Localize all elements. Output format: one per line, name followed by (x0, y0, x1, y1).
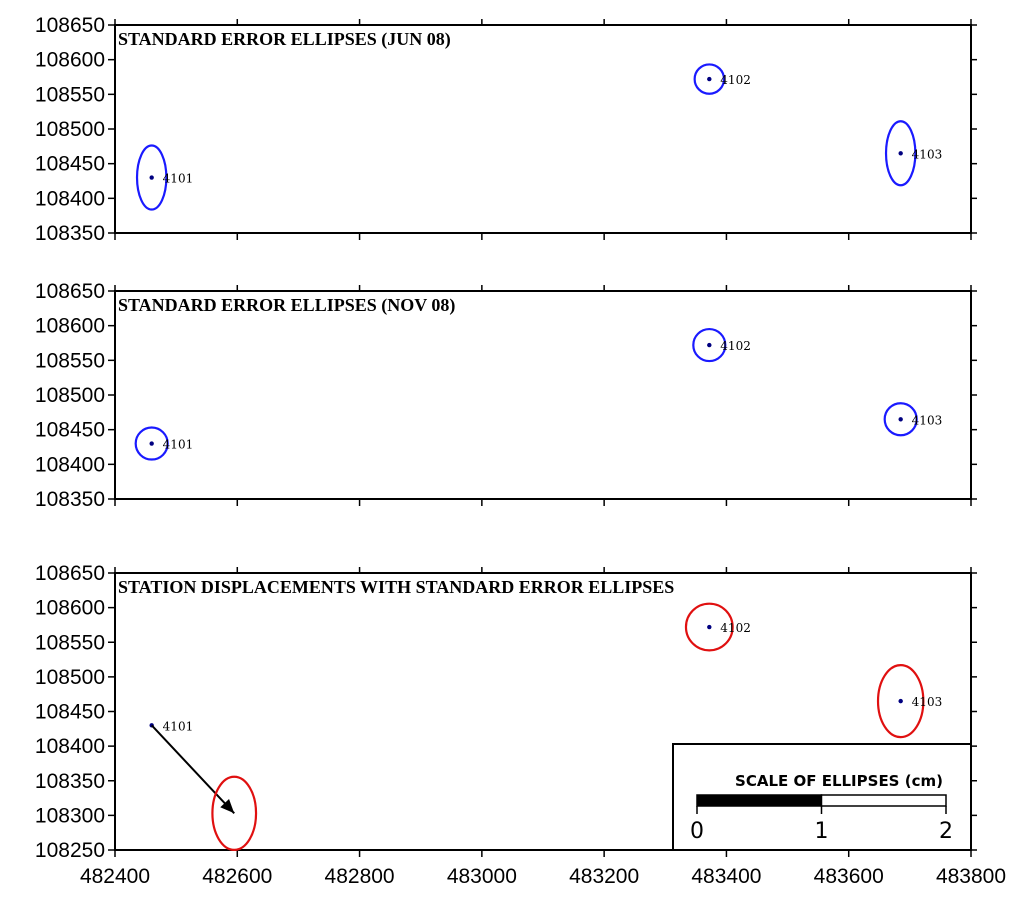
station-point (149, 441, 154, 446)
station-label: 4101 (163, 172, 194, 186)
x-tick-label: 482400 (80, 865, 150, 888)
y-tick-label: 108600 (35, 315, 105, 338)
panel-1: 108650 108600 108550 108500 108450 108400 1083… (35, 14, 977, 245)
scale-tick-label: 2 (939, 819, 953, 844)
error-ellipse (211, 775, 258, 851)
y-tick-label: 108650 (35, 14, 105, 37)
x-tick-label: 483600 (814, 865, 884, 888)
station-label: 4101 (163, 719, 194, 733)
x-tick-label: 482600 (202, 865, 272, 888)
station-point (707, 624, 712, 630)
error-ellipse (135, 144, 168, 211)
y-tick-label: 108250 (35, 839, 105, 862)
x-tick-label: 483000 (447, 865, 517, 888)
y-tick-label: 108400 (35, 453, 105, 476)
scale-tick-label: 0 (690, 819, 704, 844)
displacement-arrow (150, 724, 235, 814)
y-tick-label: 108350 (35, 488, 105, 511)
y-tick-label: 108350 (35, 770, 105, 793)
y-tick-label: 108400 (35, 735, 105, 758)
scale-title: SCALE OF ELLIPSES (cm) (735, 772, 943, 790)
station-point (898, 417, 903, 422)
y-tick-label: 108450 (35, 153, 105, 176)
station-label: 4103 (912, 695, 943, 709)
station-label: 4103 (912, 413, 943, 427)
station-point (898, 151, 903, 156)
station-point (707, 76, 712, 82)
y-tick-label: 108500 (35, 666, 105, 689)
scale-tick-label: 1 (815, 819, 829, 844)
y-tick-label: 108550 (35, 631, 105, 654)
plot-frame (114, 24, 972, 234)
station-label: 4102 (720, 621, 751, 635)
y-tick-label: 108600 (35, 597, 105, 620)
y-tick-label: 108550 (35, 83, 105, 106)
y-tick-label: 108450 (35, 419, 105, 442)
panel-title: STANDARD ERROR ELLIPSES (JUN 08) (118, 29, 451, 50)
station-label: 4101 (163, 438, 194, 452)
station-label: 4102 (720, 73, 751, 87)
scale-bar-empty (820, 794, 947, 807)
scale-legend: SCALE OF ELLIPSES (cm) 0 1 2 (672, 743, 972, 851)
y-tick-label: 108500 (35, 118, 105, 141)
x-tick-label: 482800 (325, 865, 395, 888)
y-tick-label: 108400 (35, 187, 105, 210)
station-label: 4103 (912, 147, 943, 161)
station-point (898, 698, 903, 704)
y-tick-label: 108350 (35, 222, 105, 245)
panel-title: STANDARD ERROR ELLIPSES (NOV 08) (118, 295, 455, 316)
error-ellipse (876, 664, 925, 739)
y-tick-label: 108300 (35, 804, 105, 827)
station-point (149, 175, 154, 180)
y-tick-label: 108650 (35, 562, 105, 585)
displacement-arrowhead (220, 798, 235, 814)
y-tick-label: 108600 (35, 49, 105, 72)
station-point (707, 342, 712, 348)
error-ellipse (692, 327, 727, 363)
scale-bar-filled (696, 794, 823, 807)
error-ellipse (684, 602, 734, 652)
x-tick-label: 483400 (691, 865, 761, 888)
error-ellipse (134, 426, 169, 461)
y-tick-label: 108500 (35, 384, 105, 407)
error-ellipse (883, 402, 918, 437)
x-tick-label: 483800 (936, 865, 1006, 888)
y-tick-label: 108650 (35, 280, 105, 303)
station-label: 4102 (720, 339, 751, 353)
panel-3: 108650 108600 108550 108500 108450 108400 1083… (35, 562, 1006, 888)
panel-2: 108650 108600 108550 108500 108450 108400 1083… (35, 280, 977, 511)
error-ellipse (884, 120, 917, 187)
error-ellipse (693, 63, 726, 95)
y-tick-label: 108550 (35, 349, 105, 372)
x-tick-label: 483200 (569, 865, 639, 888)
y-tick-label: 108450 (35, 701, 105, 724)
plot-frame (114, 290, 972, 500)
panel-title: STATION DISPLACEMENTS WITH STANDARD ERRO… (118, 577, 674, 597)
